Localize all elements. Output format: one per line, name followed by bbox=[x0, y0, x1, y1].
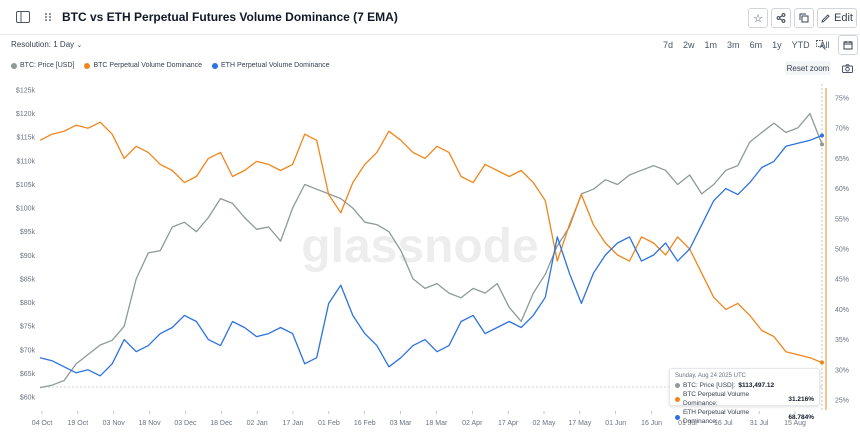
x-tick-label: 17 Apr bbox=[498, 420, 519, 427]
tooltip-row-btc-dominance: BTC Perpetual Volume Dominance: 31.216% bbox=[675, 390, 814, 408]
chart-tooltip: Sunday, Aug 24 2025 UTC BTC: Price [USD]… bbox=[669, 368, 820, 425]
chevron-down-icon: ⌄ bbox=[76, 42, 83, 49]
x-tick-label: 18 Nov bbox=[138, 420, 161, 427]
x-tick-label: 16 Jun bbox=[641, 420, 662, 427]
y-right-tick-label: 70% bbox=[835, 126, 849, 133]
range-selector: 7d 2w 1m 3m 6m 1y YTD All bbox=[658, 37, 835, 53]
copy-button[interactable] bbox=[794, 8, 814, 28]
x-tick-label: 04 Oct bbox=[32, 420, 53, 427]
share-button[interactable] bbox=[771, 8, 791, 28]
chart-legend: BTC: Price [USD] BTC Perpetual Volume Do… bbox=[11, 62, 330, 69]
legend-dot-eth-dominance bbox=[212, 62, 219, 69]
range-1m[interactable]: 1m bbox=[704, 40, 718, 50]
x-tick-label: 02 Apr bbox=[462, 420, 483, 427]
pencil-icon bbox=[821, 13, 830, 23]
btc-price-end-marker bbox=[820, 142, 824, 147]
x-tick-label: 19 Oct bbox=[68, 420, 89, 427]
watermark: glassnode bbox=[301, 220, 538, 273]
eth-dominance-line bbox=[39, 134, 823, 377]
btc-price-line bbox=[39, 112, 823, 389]
y-left-tick-label: $100k bbox=[16, 206, 36, 213]
y-axis-left: $60k $65k $70k $75k $80k $85k $90k $95k $100k $10… bbox=[16, 88, 36, 402]
x-tick-label: 03 Nov bbox=[103, 420, 126, 427]
reset-zoom-button[interactable]: Reset zoom bbox=[785, 61, 831, 75]
tooltip-dot-eth-dominance bbox=[675, 414, 680, 420]
series-lines bbox=[39, 112, 824, 389]
y-left-tick-label: $95k bbox=[20, 229, 36, 236]
x-tick-label: 02 Jan bbox=[247, 420, 268, 427]
y-right-tick-label: 75% bbox=[835, 96, 849, 103]
legend-item-eth-dominance[interactable]: ETH Perpetual Volume Dominance bbox=[212, 62, 330, 69]
y-left-tick-label: $70k bbox=[20, 347, 36, 354]
y-left-tick-label: $80k bbox=[20, 300, 36, 307]
share-icon bbox=[776, 13, 786, 23]
eth-dominance-end-marker bbox=[820, 133, 824, 138]
x-tick-label: 17 Jan bbox=[282, 420, 303, 427]
range-6m[interactable]: 6m bbox=[749, 40, 763, 50]
legend-item-btc-dominance[interactable]: BTC Perpetual Volume Dominance bbox=[84, 62, 202, 69]
x-tick-label: 02 May bbox=[533, 420, 556, 427]
x-tick-label: 17 May bbox=[568, 420, 591, 427]
zoom-select-icon[interactable] bbox=[814, 38, 828, 52]
legend-label: ETH Perpetual Volume Dominance bbox=[221, 62, 330, 69]
y-right-tick-label: 65% bbox=[835, 156, 849, 163]
y-left-tick-label: $75k bbox=[20, 324, 36, 331]
y-right-tick-label: 35% bbox=[835, 337, 849, 344]
page-title: BTC vs ETH Perpetual Futures Volume Domi… bbox=[62, 10, 398, 24]
camera-icon[interactable] bbox=[840, 61, 854, 75]
y-right-tick-label: 45% bbox=[835, 277, 849, 284]
range-all[interactable]: All bbox=[819, 40, 830, 50]
y-left-tick-label: $90k bbox=[20, 253, 36, 260]
y-left-tick-label: $115k bbox=[16, 135, 35, 142]
y-left-tick-label: $60k bbox=[20, 395, 36, 402]
star-icon: ☆ bbox=[753, 12, 763, 25]
x-tick-label: 16 Feb bbox=[354, 420, 376, 427]
tooltip-row-eth-dominance: ETH Perpetual Volume Dominance: 68.784% bbox=[675, 408, 814, 426]
y-right-tick-label: 55% bbox=[835, 216, 849, 223]
x-tick-label: 01 Jun bbox=[605, 420, 626, 427]
y-right-tick-label: 30% bbox=[835, 367, 849, 374]
y-right-tick-label: 25% bbox=[835, 398, 849, 405]
x-tick-label: 03 Dec bbox=[174, 420, 197, 427]
y-left-tick-label: $110k bbox=[16, 158, 35, 165]
legend-label: BTC: Price [USD] bbox=[20, 62, 75, 69]
y-right-tick-label: 50% bbox=[835, 247, 849, 254]
btc-dominance-end-marker bbox=[820, 360, 824, 365]
tooltip-dot-btc-price bbox=[675, 383, 680, 388]
edit-label: Edit bbox=[834, 12, 853, 24]
calendar-icon[interactable] bbox=[838, 35, 858, 55]
favorite-button[interactable]: ☆ bbox=[748, 8, 768, 28]
y-left-tick-label: $125k bbox=[16, 88, 36, 95]
btc-dominance-line bbox=[39, 121, 823, 364]
tooltip-dot-btc-dominance bbox=[675, 396, 680, 402]
y-right-tick-label: 40% bbox=[835, 307, 849, 314]
legend-item-btc-price[interactable]: BTC: Price [USD] bbox=[11, 62, 74, 69]
y-left-tick-label: $105k bbox=[16, 182, 36, 189]
range-1y[interactable]: 1y bbox=[772, 40, 782, 50]
edit-button[interactable]: Edit bbox=[817, 8, 857, 28]
legend-dot-btc-price bbox=[11, 62, 17, 69]
x-tick-label: 03 Mar bbox=[390, 420, 412, 427]
x-tick-label: 18 Mar bbox=[426, 420, 448, 427]
range-ytd[interactable]: YTD bbox=[791, 40, 810, 50]
y-left-tick-label: $85k bbox=[20, 276, 36, 283]
y-left-tick-label: $65k bbox=[20, 371, 36, 378]
x-tick-label: 18 Dec bbox=[210, 420, 233, 427]
copy-icon bbox=[799, 13, 809, 23]
drag-handle-icon[interactable] bbox=[42, 9, 54, 25]
y-axis-right: 25% 30% 35% 40% 45% 50% 55% 60% 65% 70% 75% bbox=[835, 96, 849, 405]
range-3m[interactable]: 3m bbox=[727, 40, 740, 50]
sidebar-toggle-icon[interactable] bbox=[14, 8, 32, 26]
x-tick-label: 01 Feb bbox=[318, 420, 340, 427]
range-2w[interactable]: 2w bbox=[683, 40, 695, 50]
tooltip-row-btc-price: BTC: Price [USD]: $113,497.12 bbox=[675, 381, 814, 390]
y-left-tick-label: $120k bbox=[16, 111, 36, 118]
range-7d[interactable]: 7d bbox=[663, 40, 674, 50]
top-bar: BTC vs ETH Perpetual Futures Volume Domi… bbox=[0, 0, 860, 35]
resolution-select[interactable]: Resolution: 1 Day ⌄ bbox=[11, 40, 83, 49]
y-right-tick-label: 60% bbox=[835, 186, 849, 193]
legend-dot-btc-dominance bbox=[84, 62, 91, 69]
tooltip-date: Sunday, Aug 24 2025 UTC bbox=[675, 373, 746, 379]
legend-label: BTC Perpetual Volume Dominance bbox=[93, 62, 203, 69]
